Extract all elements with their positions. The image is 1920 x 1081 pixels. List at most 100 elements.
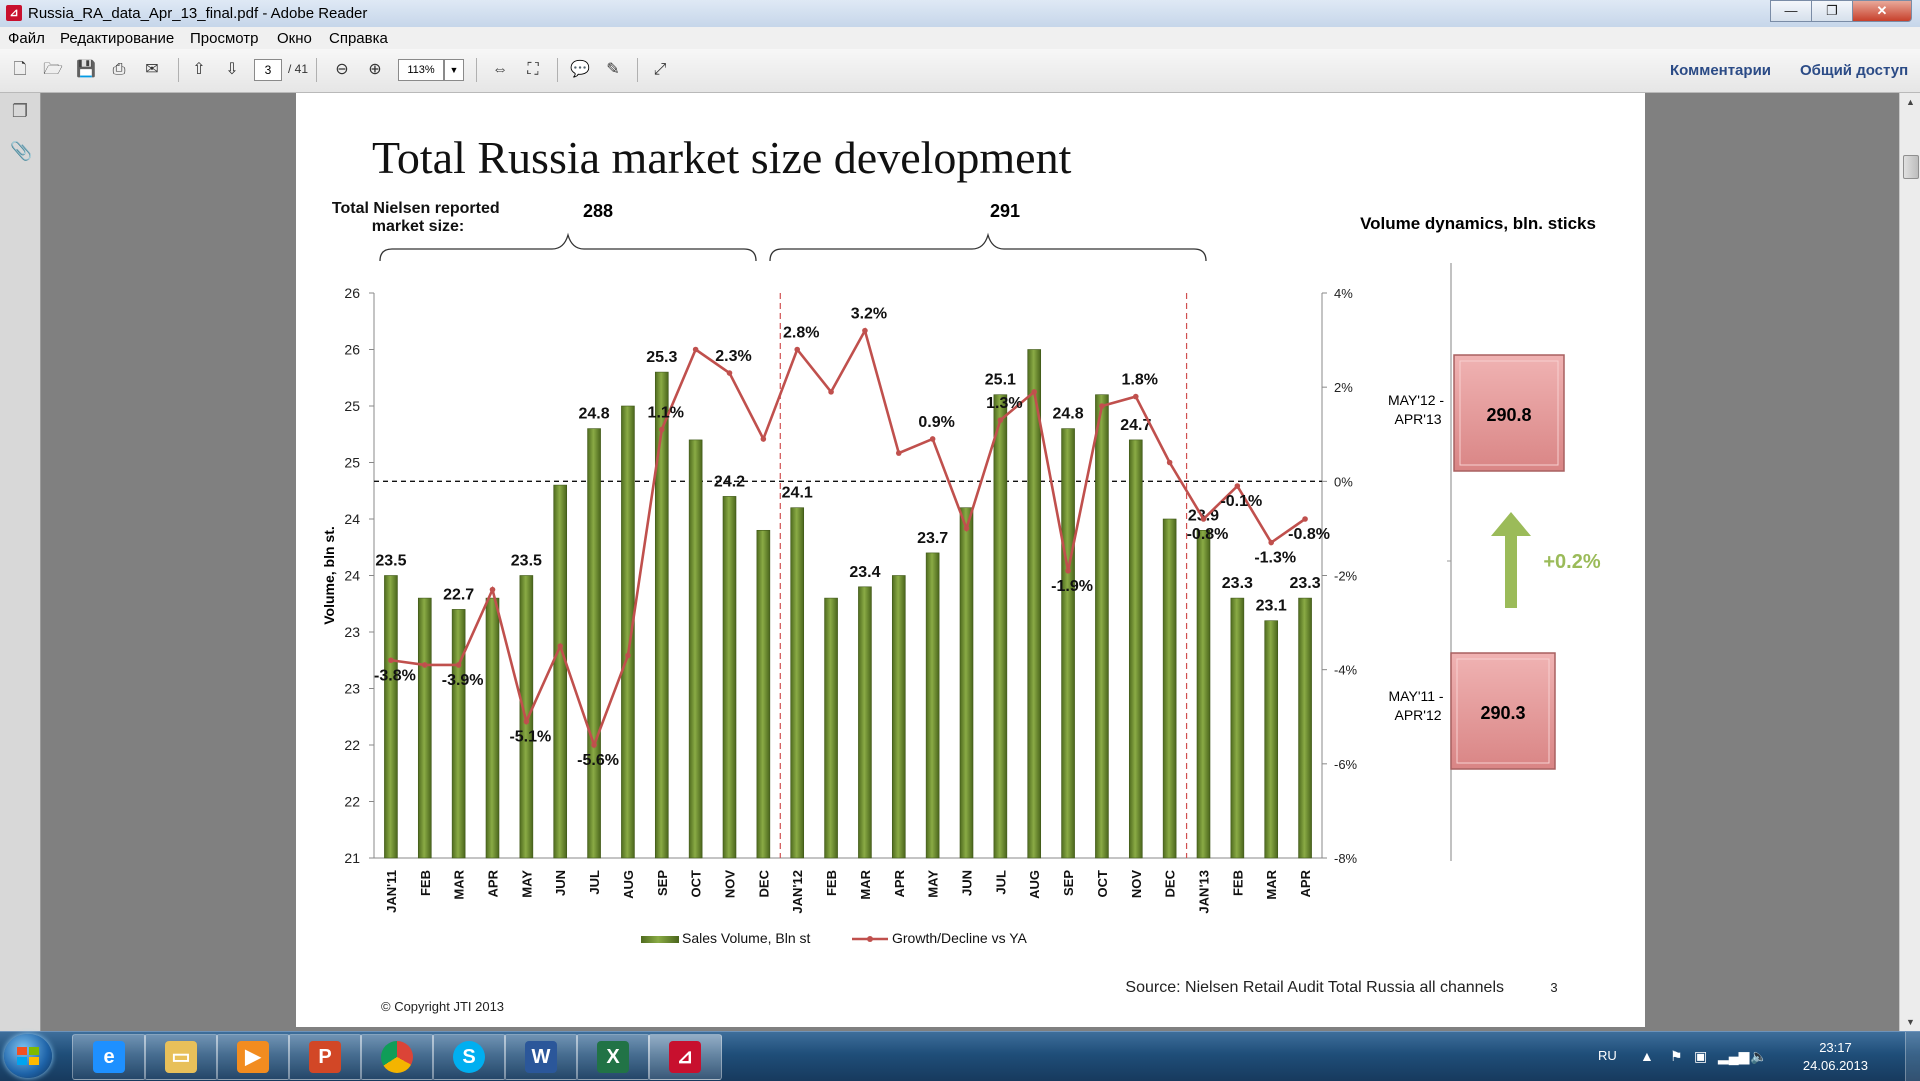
x-tick-label: NOV: [723, 870, 738, 899]
bar-data-label: 23.5: [375, 553, 406, 570]
chrome-icon: [381, 1041, 413, 1073]
x-tick-label: FEB: [824, 870, 839, 896]
taskbar-media-player[interactable]: ▶: [216, 1034, 290, 1080]
taskbar-chrome[interactable]: [360, 1034, 434, 1080]
page-number: 3: [1550, 980, 1557, 995]
taskbar-ie[interactable]: e: [72, 1034, 146, 1080]
menu-edit[interactable]: Редактирование: [60, 30, 175, 47]
growth-point: [929, 436, 936, 442]
bar: [485, 597, 500, 859]
growth-data-label: -5.1%: [509, 728, 551, 745]
taskbar-skype[interactable]: S: [432, 1034, 506, 1080]
scroll-down-icon[interactable]: ▼: [1906, 1017, 1915, 1027]
fit-width-icon[interactable]: ⇔: [492, 61, 508, 78]
y-tick-label: 25: [344, 398, 360, 414]
box-bottom-period: MAY'11 - APR'12: [1389, 688, 1448, 723]
fullscreen-icon[interactable]: ⤢: [653, 61, 667, 78]
volume-icon[interactable]: 🔈: [1750, 1048, 1768, 1064]
taskbar-word[interactable]: W: [504, 1034, 578, 1080]
share-link[interactable]: Общий доступ: [1800, 62, 1909, 79]
growth-point: [658, 426, 665, 433]
next-page-icon[interactable]: ⇩: [225, 61, 239, 78]
save-icon[interactable]: 💾: [76, 61, 96, 78]
growth-point: [557, 643, 564, 649]
comment-icon[interactable]: 💬: [570, 61, 590, 78]
bar: [925, 552, 940, 859]
print-icon[interactable]: ⎙: [112, 61, 126, 78]
start-button[interactable]: [4, 1034, 52, 1078]
create-pdf-icon[interactable]: 🗋: [13, 61, 27, 78]
action-center-icon[interactable]: ⚑: [1670, 1048, 1683, 1064]
menu-view[interactable]: Просмотр: [190, 30, 259, 47]
menu-help[interactable]: Справка: [329, 30, 388, 47]
adobe-reader-taskbar-icon: ⊿: [669, 1041, 701, 1073]
box-bottom-period-line2: APR'12: [1394, 707, 1441, 723]
x-tick-label: APR: [486, 869, 501, 897]
bar-data-label: 23.5: [511, 553, 542, 570]
bracket-2012-value: 291: [990, 201, 1020, 221]
comments-link[interactable]: Комментарии: [1670, 62, 1772, 79]
growth-point: [1200, 516, 1207, 522]
highlight-icon[interactable]: ✎: [606, 61, 620, 78]
menu-window[interactable]: Окно: [277, 30, 312, 47]
bar: [1162, 518, 1177, 859]
bracket-2011: [379, 232, 757, 262]
taskbar-explorer[interactable]: ▭: [144, 1034, 218, 1080]
minimize-button[interactable]: —: [1770, 0, 1812, 22]
taskbar-excel[interactable]: X: [576, 1034, 650, 1080]
device-icon[interactable]: ▣: [1694, 1048, 1708, 1064]
email-icon[interactable]: ✉: [145, 61, 159, 78]
window-titlebar: ⊿ Russia_RA_data_Apr_13_final.pdf - Adob…: [0, 0, 1920, 28]
y-axis-label: Volume, bln st.: [321, 526, 337, 625]
close-button[interactable]: ✕: [1852, 0, 1912, 22]
growth-data-label: 0.9%: [918, 414, 954, 431]
tray-expand-icon[interactable]: ▲: [1640, 1048, 1654, 1064]
maximize-button[interactable]: ❐: [1811, 0, 1853, 22]
menu-file[interactable]: Файл: [8, 30, 45, 47]
clock[interactable]: 23:17 24.06.2013: [1803, 1039, 1868, 1075]
show-desktop-button[interactable]: [1905, 1032, 1920, 1081]
taskbar-powerpoint[interactable]: P: [288, 1034, 362, 1080]
x-tick-label: FEB: [418, 870, 433, 896]
page-number-input[interactable]: 3: [254, 59, 282, 81]
x-tick-label: AUG: [1027, 870, 1042, 899]
zoom-input[interactable]: 113%: [398, 59, 444, 81]
zoom-out-icon[interactable]: ⊖: [335, 61, 349, 78]
page-thumbnails-icon[interactable]: ❐: [11, 101, 29, 121]
scroll-thumb[interactable]: [1903, 155, 1919, 179]
x-tick-label: MAY: [519, 870, 534, 898]
bar: [1298, 597, 1312, 859]
x-tick-label: JUL: [993, 870, 1008, 895]
growth-data-label: 2.3%: [715, 348, 751, 365]
attachments-icon[interactable]: 📎: [10, 141, 33, 161]
x-tick-label: OCT: [1095, 870, 1110, 898]
bar: [654, 371, 669, 859]
growth-point: [692, 346, 699, 353]
legend-bar-swatch: [641, 936, 679, 943]
y2-tick-label: 0%: [1334, 474, 1353, 489]
y-tick-label: 24: [344, 511, 360, 527]
x-tick-label: FEB: [1230, 870, 1245, 896]
fit-page-icon[interactable]: ⛶: [527, 61, 539, 78]
growth-label: +0.2%: [1543, 551, 1600, 573]
network-icon[interactable]: ▂▄▆: [1718, 1048, 1750, 1064]
source-note: Source: Nielsen Retail Audit Total Russi…: [1125, 979, 1504, 996]
box-bottom-period-line1: MAY'11 -: [1389, 688, 1444, 704]
y2-tick-label: -8%: [1334, 851, 1358, 866]
taskbar-adobe-reader[interactable]: ⊿: [648, 1034, 722, 1080]
x-tick-label: SEP: [1061, 870, 1076, 896]
bar-data-label: 24.8: [1053, 406, 1084, 423]
scroll-up-icon[interactable]: ▲: [1906, 97, 1915, 107]
bar: [621, 405, 635, 859]
previous-page-icon[interactable]: ⇧: [192, 61, 206, 78]
vertical-scrollbar[interactable]: ▲ ▼: [1899, 93, 1920, 1031]
growth-point: [760, 436, 767, 442]
open-file-icon[interactable]: 🗁: [43, 61, 63, 78]
zoom-in-icon[interactable]: ⊕: [368, 61, 382, 78]
y2-tick-label: -2%: [1334, 569, 1358, 584]
legend-line-label: Growth/Decline vs YA: [892, 930, 1028, 946]
language-indicator[interactable]: RU: [1598, 1048, 1617, 1063]
growth-data-label: -0.1%: [1220, 493, 1262, 510]
bar-data-label: 25.3: [646, 349, 677, 366]
zoom-dropdown-icon[interactable]: ▼: [444, 59, 464, 81]
